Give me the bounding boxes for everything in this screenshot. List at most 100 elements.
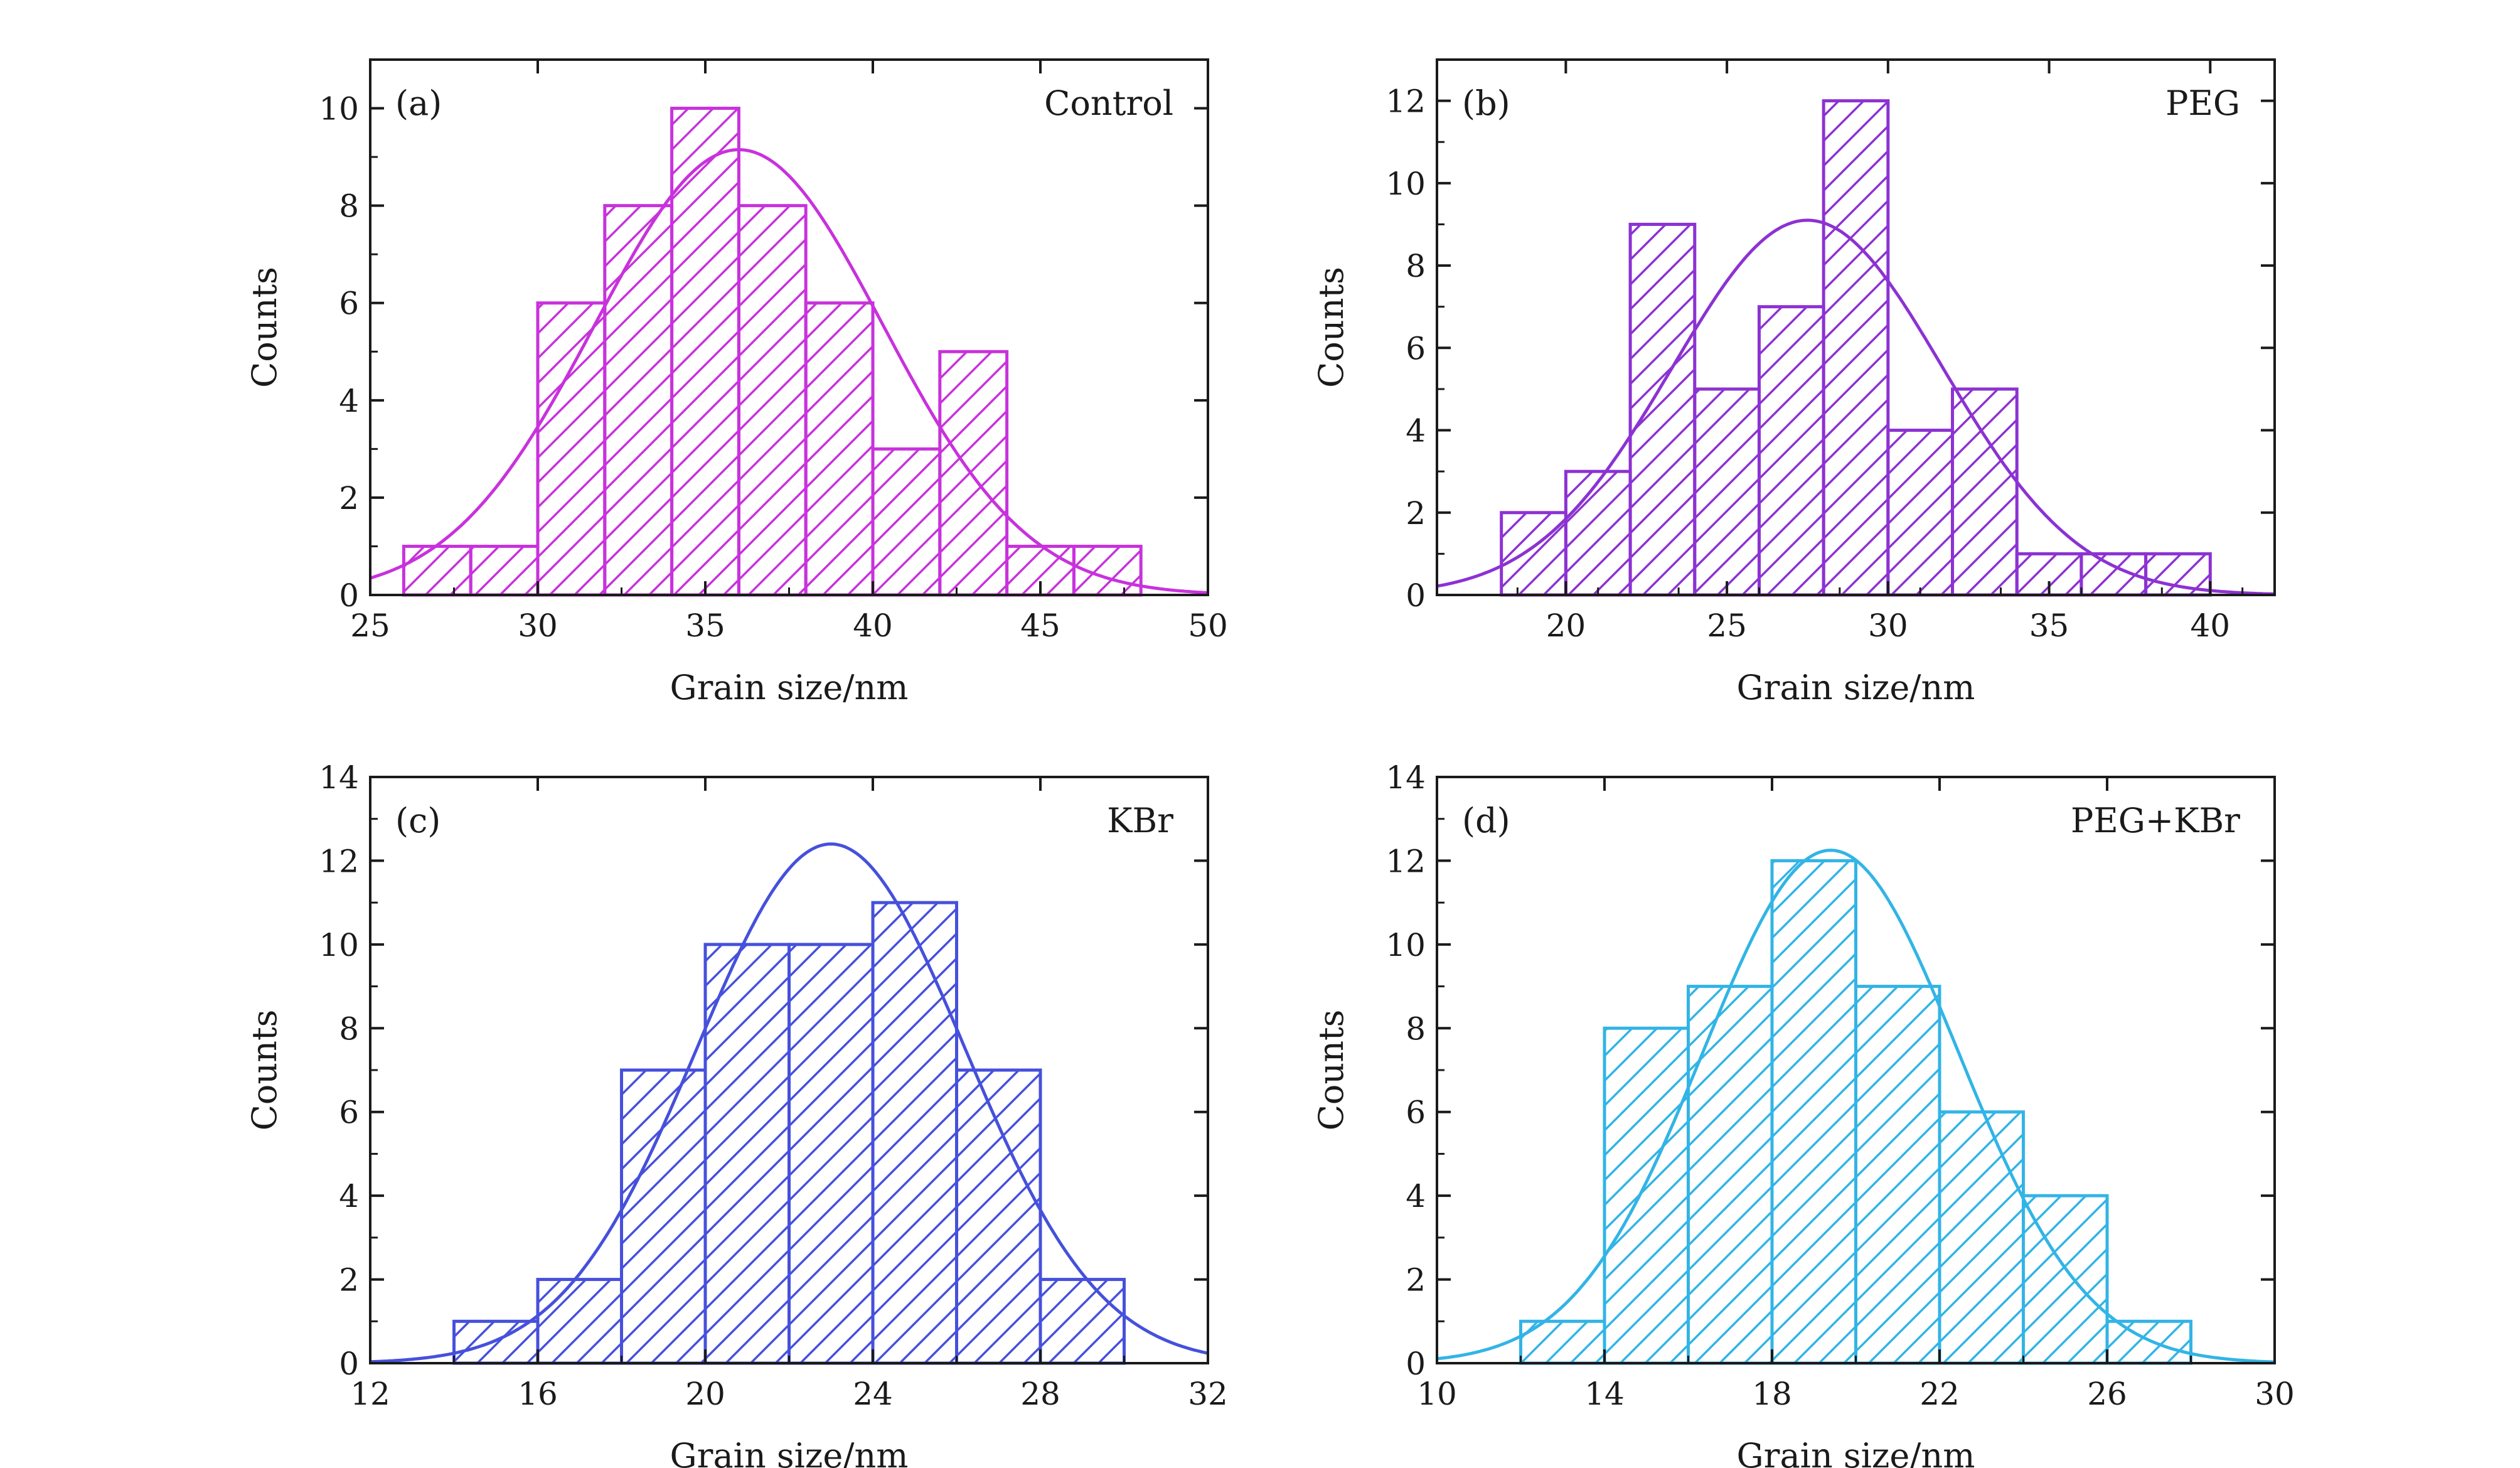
x-tick-label: 30 [2255, 1376, 2295, 1412]
x-axis-label: Grain size/nm [1737, 668, 1975, 707]
histogram-bar [1938, 1110, 2025, 1365]
panel-tag: (b) [1462, 83, 1510, 123]
histogram-bar [1693, 387, 1761, 597]
y-axis-label: Counts [245, 1010, 284, 1131]
plot-frame [1436, 58, 2276, 596]
y-tick-label: 6 [1406, 1095, 1426, 1131]
y-tick-label: 8 [1406, 248, 1426, 284]
gaussian-fit-curve [1437, 218, 2275, 595]
histogram-bar [536, 301, 607, 597]
histogram-bar [1038, 1278, 1126, 1365]
histogram-bar [1886, 429, 1955, 597]
y-axis-label: Counts [1311, 1010, 1351, 1131]
y-tick-label: 14 [1385, 759, 1426, 796]
x-tick-label: 26 [2087, 1376, 2127, 1412]
x-tick-label: 14 [1584, 1376, 1625, 1412]
x-axis-label: Grain size/nm [1737, 1436, 1975, 1468]
x-tick-label: 50 [1188, 608, 1228, 644]
histogram-bar [1770, 859, 1857, 1365]
x-tick-label: 40 [853, 608, 893, 644]
histogram-bar [469, 544, 540, 597]
histogram-bar [670, 107, 740, 597]
chart-panel-4: 10 14 18 22 26 30 0 2 4 6 8 10 12 14 Grain size/nm Coun… [1311, 759, 2295, 1468]
x-axis-label: Grain size/nm [670, 1436, 909, 1468]
y-tick-label: 2 [1406, 1262, 1426, 1299]
y-tick-label: 12 [1385, 83, 1426, 120]
x-tick-label: 18 [1752, 1376, 1792, 1412]
y-tick-label: 4 [1406, 1178, 1426, 1214]
histogram-bar [452, 1319, 540, 1365]
y-tick-label: 4 [1406, 413, 1426, 449]
y-tick-label: 12 [319, 843, 359, 879]
histogram-bar [1500, 511, 1567, 597]
x-tick-label: 20 [685, 1376, 725, 1412]
y-tick-label: 14 [319, 759, 359, 796]
histogram-bar [2105, 1319, 2192, 1365]
y-tick-label: 6 [1406, 330, 1426, 367]
x-tick-label: 45 [1020, 608, 1060, 644]
y-tick-label: 2 [339, 480, 359, 517]
panel-tag: (c) [395, 801, 440, 840]
x-tick-label: 24 [853, 1376, 893, 1412]
y-tick-label: 8 [339, 188, 359, 225]
x-tick-label: 22 [1919, 1376, 1960, 1412]
histogram-bar [1687, 985, 1774, 1365]
y-tick-label: 10 [319, 91, 359, 127]
histogram-bar [536, 1278, 623, 1365]
y-tick-label: 6 [339, 1095, 359, 1131]
histogram-bar [737, 204, 808, 597]
y-axis-label: Counts [245, 267, 284, 388]
y-tick-label: 8 [339, 1010, 359, 1047]
y-tick-label: 0 [1406, 577, 1426, 614]
histogram-bar [1757, 305, 1825, 597]
y-tick-label: 8 [1406, 1010, 1426, 1047]
y-tick-label: 0 [339, 577, 359, 614]
histogram-bar [1564, 469, 1632, 597]
histogram-bar [1603, 1026, 1690, 1365]
y-tick-label: 2 [1406, 495, 1426, 532]
y-tick-label: 10 [1385, 166, 1426, 202]
x-axis-label: Grain size/nm [670, 668, 909, 707]
panel-tag: (d) [1462, 801, 1510, 840]
x-tick-label: 28 [1020, 1376, 1060, 1412]
x-tick-label: 16 [518, 1376, 558, 1412]
histogram-bar [955, 1068, 1042, 1365]
panel-title: PEG+KBr [2071, 801, 2240, 840]
x-tick-label: 40 [2190, 608, 2230, 644]
panel-title: Control [1044, 83, 1173, 123]
y-tick-label: 0 [339, 1346, 359, 1382]
histogram-bar [703, 943, 791, 1365]
x-tick-label: 25 [350, 608, 390, 644]
histogram-bar [804, 301, 875, 597]
x-tick-label: 25 [1707, 608, 1747, 644]
gaussian-fit-curve [370, 147, 1208, 594]
y-tick-label: 2 [339, 1262, 359, 1299]
x-tick-label: 12 [350, 1376, 390, 1412]
histogram-bar [1951, 387, 2019, 597]
y-tick-label: 12 [1385, 843, 1426, 879]
y-tick-label: 6 [339, 286, 359, 322]
x-tick-label: 30 [518, 608, 558, 644]
panel-title: KBr [1107, 801, 1173, 840]
x-tick-label: 35 [2029, 608, 2069, 644]
histogram-bar [620, 1068, 707, 1365]
chart-panel-2: 20 25 30 35 40 0 2 4 6 8 10 12 Grain size/nm Counts (b… [1311, 58, 2276, 707]
y-tick-label: 0 [1406, 1346, 1426, 1382]
x-tick-label: 32 [1188, 1376, 1228, 1412]
y-tick-label: 10 [319, 927, 359, 963]
histogram-bar [871, 447, 942, 597]
x-tick-label: 20 [1546, 608, 1586, 644]
panel-tag: (a) [395, 83, 442, 123]
histogram-bar [1854, 985, 1941, 1365]
gaussian-fit-curve [370, 842, 1208, 1363]
y-axis-label: Counts [1311, 267, 1351, 388]
chart-panel-1: 25 30 35 40 45 50 0 2 4 6 8 10 Grain size/nm Counts (a… [245, 58, 1228, 707]
histogram-bar [788, 943, 875, 1365]
panel-title: PEG [2165, 83, 2240, 123]
y-tick-label: 4 [339, 383, 359, 419]
x-tick-label: 30 [1868, 608, 1908, 644]
histogram-bar [1628, 222, 1697, 597]
y-tick-label: 4 [339, 1178, 359, 1214]
histogram-bar [871, 901, 958, 1365]
